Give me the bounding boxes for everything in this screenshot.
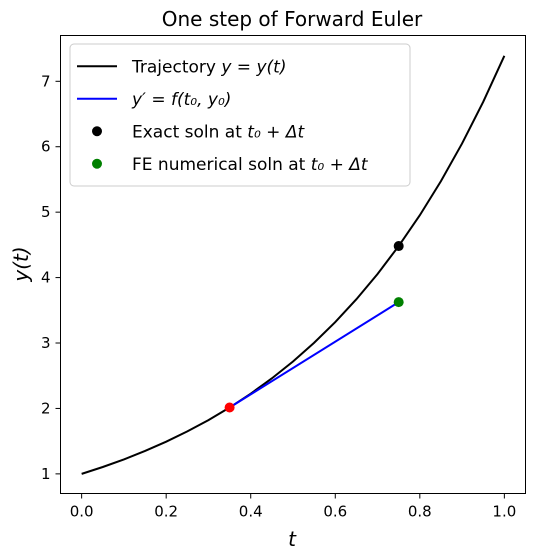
trajectory-line — [81, 55, 506, 475]
tangent-line — [229, 301, 400, 409]
x-tick-label: 1.0 — [492, 503, 516, 521]
y-tick-label: 1 — [41, 465, 51, 483]
legend: Trajectory y = y(t) y′ = f(t₀, y₀) Exact s… — [69, 43, 411, 187]
x-tick-label: 0.4 — [239, 503, 263, 521]
y-axis: 1 2 3 4 5 6 7 — [41, 72, 61, 483]
x-axis: 0.0 0.2 0.4 0.6 0.8 1.0 — [70, 493, 516, 521]
legend-entry-label: FE numerical soln at t₀ + Δt — [132, 155, 369, 175]
legend-entry-label: Exact soln at t₀ + Δt — [132, 122, 305, 142]
exact-solution-point — [393, 241, 404, 252]
y-tick-label: 7 — [41, 72, 51, 90]
plot-markers — [224, 241, 404, 413]
x-tick-label: 0.6 — [323, 503, 347, 521]
x-tick-label: 0.8 — [408, 503, 432, 521]
y-tick-label: 2 — [41, 399, 51, 417]
chart-title: One step of Forward Euler — [162, 7, 423, 31]
x-tick-label: 0.2 — [154, 503, 178, 521]
plot-series — [81, 55, 506, 475]
y-tick-label: 3 — [41, 334, 51, 352]
legend-marker-swatch — [92, 158, 102, 169]
y-tick-label: 4 — [41, 269, 51, 287]
y-tick-label: 6 — [41, 138, 51, 156]
legend-marker-swatch — [92, 126, 102, 137]
x-tick-label: 0.0 — [70, 503, 94, 521]
y-tick-label: 5 — [41, 203, 51, 221]
legend-entry-label: y′ = f(t₀, y₀) — [131, 90, 231, 110]
fe-solution-point — [393, 297, 404, 308]
y-axis-label: y(t) — [9, 246, 33, 282]
legend-box — [69, 43, 411, 187]
x-axis-label: t — [288, 527, 297, 551]
initial-point — [224, 402, 235, 413]
legend-entry-label: Trajectory y = y(t) — [131, 57, 286, 77]
